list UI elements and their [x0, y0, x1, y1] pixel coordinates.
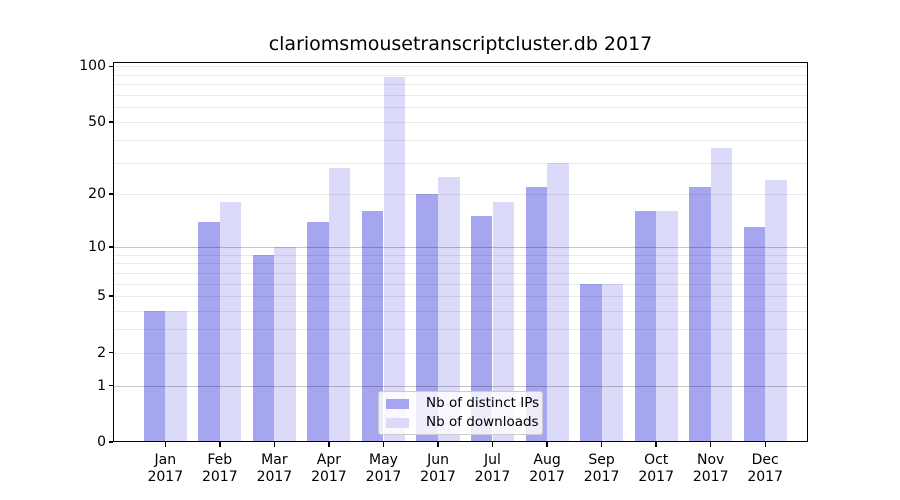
bars-layer: [113, 62, 808, 442]
x-tick-label-mar: Mar 2017: [256, 452, 293, 485]
x-tick-label-jan: Jan 2017: [147, 452, 184, 485]
bar-downloads-sep: [601, 283, 624, 442]
x-tick-label-dec: Dec 2017: [747, 452, 783, 485]
y-tick-20: [109, 193, 113, 195]
x-tick-label-jun: Jun 2017: [420, 452, 456, 485]
y-tick-label-1: 1: [97, 377, 106, 394]
x-tick-apr: [328, 442, 330, 447]
bar-distinct_ips-jan: [143, 311, 166, 442]
legend: Nb of distinct IPs Nb of downloads: [378, 391, 543, 435]
legend-item-downloads: Nb of downloads: [386, 415, 539, 430]
x-tick-nov: [709, 442, 712, 447]
y-tick-label-10: 10: [88, 238, 106, 255]
bar-distinct_ips-oct: [634, 211, 657, 442]
bar-distinct_ips-may: [361, 211, 384, 442]
x-tick-jun: [437, 442, 439, 447]
y-tick-label-0: 0: [97, 434, 106, 450]
x-tick-label-jul: Jul 2017: [474, 452, 511, 485]
x-tick-label-oct: Oct 2017: [638, 452, 674, 485]
x-tick-oct: [655, 442, 657, 447]
y-tick-label-50: 50: [88, 113, 106, 130]
bar-distinct_ips-sep: [580, 283, 602, 442]
bar-downloads-feb: [219, 202, 242, 442]
bar-downloads-oct: [656, 211, 678, 442]
x-tick-label-may: May 2017: [365, 452, 402, 485]
y-tick-0: [109, 441, 113, 443]
bar-downloads-dec: [765, 180, 787, 442]
y-tick-5: [109, 295, 113, 297]
bar-distinct_ips-nov: [689, 186, 711, 442]
legend-swatch-downloads: [386, 417, 409, 428]
bar-downloads-jun: [438, 176, 460, 442]
legend-label-distinct-ips: Nb of distinct IPs: [426, 395, 540, 411]
bar-distinct_ips-jul: [470, 216, 493, 442]
y-tick-label-100: 100: [79, 58, 106, 75]
x-tick-label-apr: Apr 2017: [311, 452, 347, 485]
legend-swatch-distinct-ips: [386, 398, 409, 409]
bar-downloads-apr: [328, 167, 351, 442]
x-tick-label-feb: Feb 2017: [201, 452, 238, 485]
legend-item-distinct-ips: Nb of distinct IPs: [386, 396, 539, 411]
y-tick-label-2: 2: [97, 344, 106, 361]
x-tick-may: [382, 442, 385, 447]
bar-downloads-aug: [547, 162, 569, 442]
y-tick-2: [109, 351, 113, 354]
plot-frame: [113, 62, 808, 442]
bar-downloads-jul: [492, 202, 515, 442]
x-tick-label-sep: Sep 2017: [583, 452, 620, 485]
bar-distinct_ips-aug: [525, 186, 548, 442]
plot-area: [113, 62, 808, 442]
y-tick-1: [109, 384, 113, 387]
x-tick-jan: [164, 442, 167, 447]
legend-label-downloads: Nb of downloads: [426, 414, 539, 430]
x-tick-sep: [600, 442, 603, 447]
bar-distinct_ips-mar: [252, 254, 275, 442]
x-tick-feb: [219, 442, 221, 447]
y-tick-50: [109, 121, 113, 123]
x-tick-mar: [273, 442, 276, 447]
x-tick-label-nov: Nov 2017: [692, 452, 729, 485]
x-tick-dec: [764, 442, 766, 447]
bar-downloads-mar: [274, 246, 296, 442]
bar-downloads-may: [383, 76, 406, 442]
y-tick-label-20: 20: [88, 186, 106, 203]
bar-distinct_ips-apr: [307, 221, 329, 442]
bar-downloads-jan: [165, 311, 187, 442]
y-tick-100: [109, 65, 113, 68]
y-tick-label-5: 5: [97, 288, 106, 305]
bar-downloads-nov: [710, 148, 733, 442]
x-tick-jul: [491, 442, 494, 447]
y-tick-10: [109, 246, 113, 248]
bar-distinct_ips-dec: [743, 227, 766, 442]
chart-title: clariomsmousetranscriptcluster.db 2017: [268, 33, 653, 55]
x-tick-label-aug: Aug 2017: [529, 452, 565, 485]
x-tick-aug: [546, 442, 548, 447]
bar-distinct_ips-feb: [198, 221, 220, 442]
bar-distinct_ips-jun: [416, 194, 438, 442]
